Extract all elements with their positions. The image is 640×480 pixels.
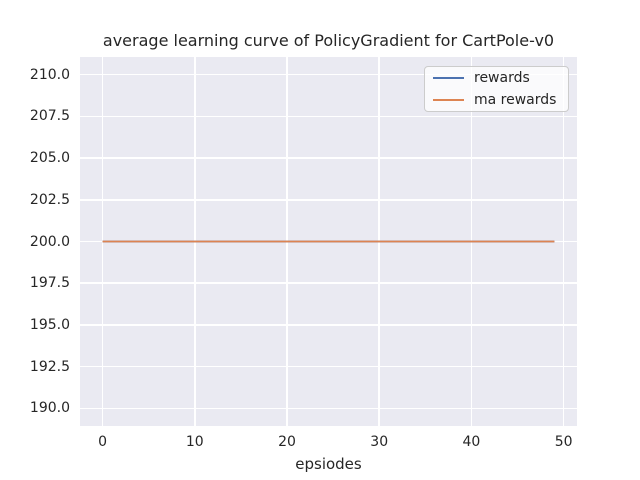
plot-area: [80, 57, 577, 426]
chart-title: average learning curve of PolicyGradient…: [102, 31, 555, 50]
x-tick-label-30: 30: [370, 434, 389, 450]
x-tick-label-20: 20: [278, 434, 296, 450]
x-tick-label-0: 0: [98, 434, 108, 450]
legend-label-ma-rewards: ma rewards: [474, 91, 557, 108]
gridline-y-197.5: [80, 282, 577, 284]
gridline-y-202.5: [80, 199, 577, 201]
y-tick-label-205.0: 205.0: [29, 150, 70, 167]
legend: rewards ma rewards: [424, 66, 569, 112]
gridline-y-195.0: [80, 324, 577, 326]
gridline-y-190.0: [80, 407, 577, 410]
x-tick-label-10: 10: [185, 434, 204, 450]
x-axis-label: epsiodes: [295, 455, 362, 473]
y-tick-label-195.0: 195.0: [29, 316, 70, 333]
legend-label-rewards: rewards: [474, 69, 530, 86]
y-tick-label-192.5: 192.5: [29, 358, 70, 375]
series-plot: [102, 240, 555, 243]
gridline-y-205.0: [80, 157, 577, 159]
rewards-line-swatch: [433, 77, 464, 79]
y-tick-label-197.5: 197.5: [29, 275, 70, 292]
gridline-y-210.0: [80, 73, 577, 76]
x-tick-label-40: 40: [462, 434, 481, 450]
gridline-y-192.5: [80, 365, 577, 368]
y-tick-label-202.5: 202.5: [29, 191, 70, 208]
y-tick-label-207.5: 207.5: [29, 108, 70, 125]
ma-rewards-line-swatch: [433, 99, 464, 101]
legend-entry-ma-rewards: ma rewards: [433, 92, 568, 109]
x-tick-label-50: 50: [554, 434, 573, 450]
y-tick-label-210.0: 210.0: [29, 66, 70, 83]
y-tick-label-200.0: 200.0: [29, 233, 70, 250]
y-tick-label-190.0: 190.0: [29, 400, 70, 417]
legend-entry-rewards: rewards: [433, 70, 568, 87]
gridline-y-207.5: [80, 115, 577, 118]
